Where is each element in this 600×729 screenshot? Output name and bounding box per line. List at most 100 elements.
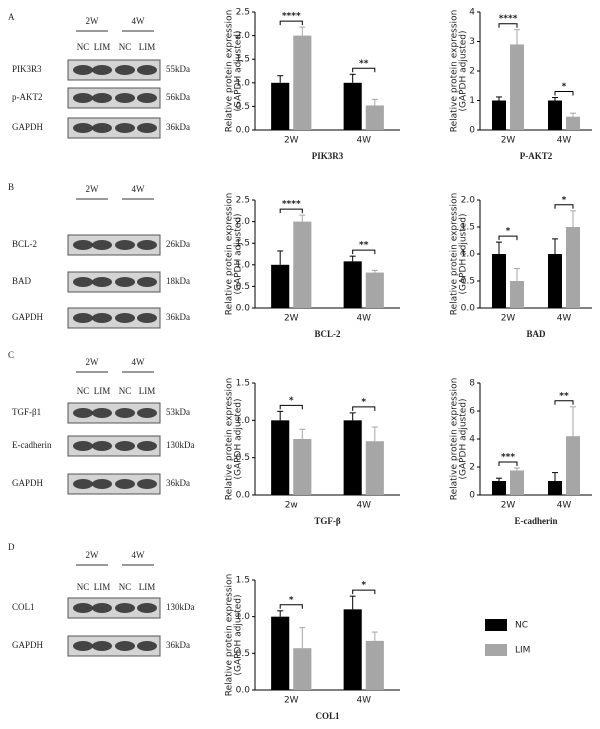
blot-band bbox=[92, 277, 112, 287]
y-axis-label: Relative protein expression bbox=[450, 193, 460, 316]
bar bbox=[293, 439, 312, 495]
size-label: 26kDa bbox=[166, 239, 190, 249]
blot-band bbox=[137, 603, 157, 613]
blot-band bbox=[115, 240, 135, 250]
y-tick-label: 0.0 bbox=[236, 686, 251, 696]
size-label: 130kDa bbox=[166, 440, 195, 450]
significance-bracket bbox=[498, 235, 518, 241]
bar bbox=[293, 648, 312, 690]
y-tick-label: 1.5 bbox=[236, 379, 250, 389]
blot-strip bbox=[67, 635, 161, 657]
blot-strip bbox=[67, 435, 161, 457]
legend-swatch bbox=[485, 619, 507, 631]
lane-label: NC bbox=[77, 582, 90, 592]
protein-label: BCL-2 bbox=[12, 239, 37, 249]
significance-bracket bbox=[279, 208, 303, 214]
panel-letter: B bbox=[8, 182, 14, 192]
lane-label: NC bbox=[77, 386, 90, 396]
blot-band bbox=[73, 479, 93, 489]
bar bbox=[365, 105, 384, 130]
blot-band bbox=[115, 441, 135, 451]
blot-band bbox=[115, 277, 135, 287]
legend-label: NC bbox=[515, 621, 528, 631]
blot-band bbox=[137, 240, 157, 250]
blot-band bbox=[92, 93, 112, 103]
significance-label: * bbox=[562, 82, 567, 92]
y-tick-label: 2 bbox=[469, 67, 475, 77]
y-axis-label: (GAPDH adjusted) bbox=[459, 398, 469, 479]
bar bbox=[271, 616, 290, 690]
lane-label: NC bbox=[119, 386, 132, 396]
y-tick-label: 1 bbox=[469, 96, 475, 106]
protein-label: GAPDH bbox=[12, 478, 44, 488]
significance-bracket bbox=[498, 23, 518, 28]
significance-bracket bbox=[352, 67, 376, 73]
y-axis-label: (GAPDH adjusted) bbox=[234, 594, 244, 675]
group-label: 2W bbox=[86, 550, 100, 560]
bar bbox=[343, 420, 362, 495]
y-axis-label: Relative protein expression bbox=[450, 378, 460, 501]
protein-label: COL1 bbox=[12, 602, 35, 612]
y-axis-label: Relative protein expression bbox=[225, 193, 235, 316]
significance-label: * bbox=[562, 195, 567, 205]
protein-label: TGF-β1 bbox=[12, 407, 41, 417]
bar bbox=[492, 481, 506, 495]
significance-label: ** bbox=[359, 59, 369, 69]
x-tick-label: 4W bbox=[356, 136, 371, 146]
y-axis-label: (GAPDH adjusted) bbox=[459, 213, 469, 294]
group-label: 2W bbox=[86, 16, 100, 26]
blot-strip bbox=[67, 271, 161, 293]
y-tick-label: 0.0 bbox=[236, 304, 251, 314]
protein-label: GAPDH bbox=[12, 312, 44, 322]
blot-band bbox=[115, 479, 135, 489]
protein-label: GAPDH bbox=[12, 640, 44, 650]
y-tick-label: 1.5 bbox=[236, 239, 250, 249]
x-tick-label: 2W bbox=[284, 696, 299, 706]
significance-bracket bbox=[279, 20, 303, 26]
y-tick-label: 0.0 bbox=[236, 126, 251, 136]
significance-label: *** bbox=[501, 452, 515, 462]
size-label: 56kDa bbox=[166, 92, 190, 102]
x-axis-label: PIK3R3 bbox=[312, 151, 344, 161]
blot-strip bbox=[67, 473, 161, 495]
y-tick-label: 4 bbox=[469, 8, 475, 18]
y-axis-label: (GAPDH adjusted) bbox=[234, 213, 244, 294]
bar bbox=[492, 254, 506, 308]
blot-band bbox=[73, 641, 93, 651]
blot-strip bbox=[67, 307, 161, 329]
lane-label: NC bbox=[119, 42, 132, 52]
blot-band bbox=[92, 123, 112, 133]
x-axis-label: P-AKT2 bbox=[520, 151, 553, 161]
legend-label: LIM bbox=[515, 646, 530, 656]
blot-band bbox=[115, 65, 135, 75]
group-label: 2W bbox=[86, 184, 100, 194]
significance-label: * bbox=[506, 227, 511, 237]
lane-label: LIM bbox=[139, 582, 156, 592]
group-label: 4W bbox=[132, 184, 146, 194]
lane-label: LIM bbox=[94, 386, 111, 396]
size-label: 36kDa bbox=[166, 312, 190, 322]
blot-band bbox=[73, 123, 93, 133]
bar bbox=[492, 100, 506, 130]
blot-band bbox=[92, 408, 112, 418]
x-tick-label: 2W bbox=[501, 501, 516, 511]
x-axis-label: E-cadherin bbox=[514, 516, 557, 526]
lane-label: LIM bbox=[94, 582, 111, 592]
size-label: 36kDa bbox=[166, 478, 190, 488]
significance-bracket bbox=[554, 400, 574, 405]
size-label: 130kDa bbox=[166, 602, 195, 612]
panel-letter: D bbox=[8, 542, 15, 552]
size-label: 36kDa bbox=[166, 122, 190, 132]
bar bbox=[510, 44, 524, 131]
protein-label: BAD bbox=[12, 276, 32, 286]
y-tick-label: 0.5 bbox=[236, 649, 250, 659]
x-axis-label: COL1 bbox=[315, 711, 340, 721]
y-tick-label: 0 bbox=[469, 126, 475, 136]
bar bbox=[510, 470, 524, 495]
bar bbox=[548, 100, 562, 130]
blot-band bbox=[137, 123, 157, 133]
blot-band bbox=[115, 313, 135, 323]
x-tick-label: 4W bbox=[356, 314, 371, 324]
blot-band bbox=[92, 441, 112, 451]
